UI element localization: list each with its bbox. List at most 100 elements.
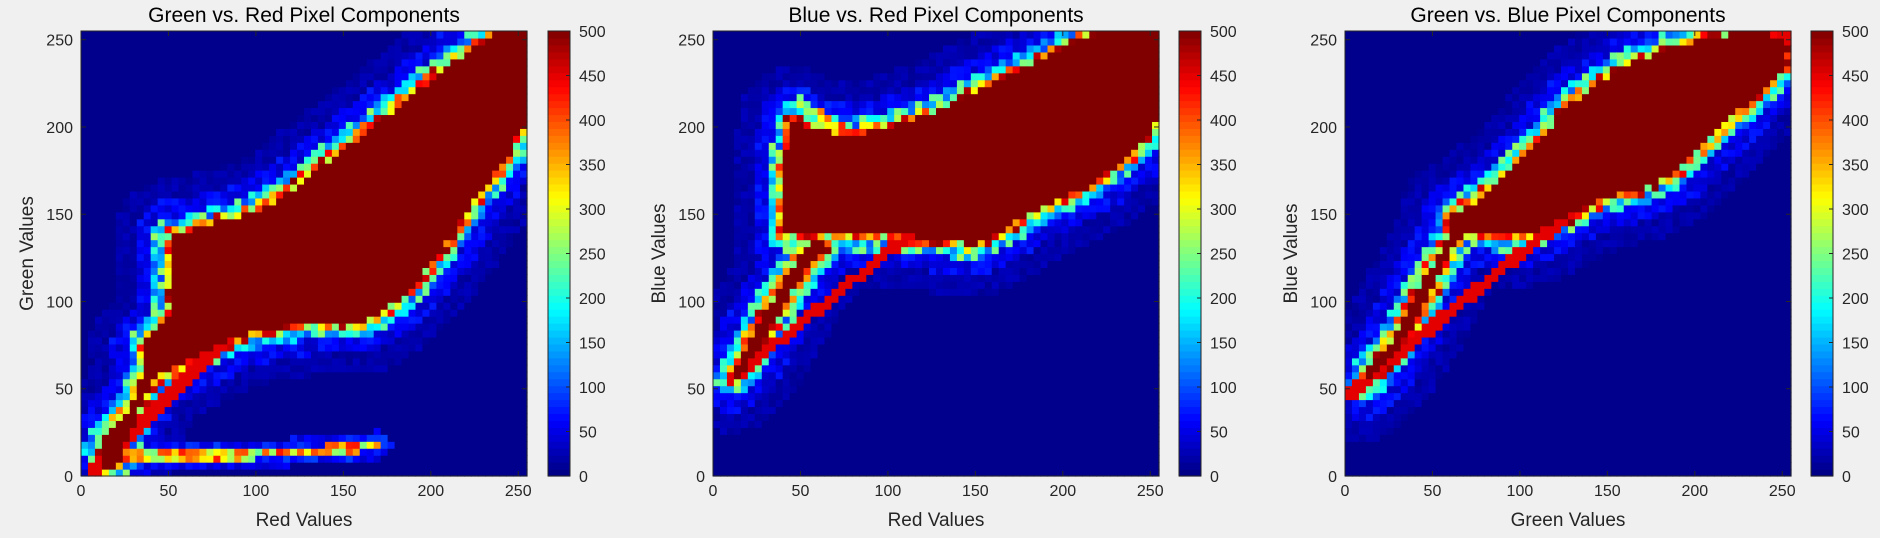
heatmap-cell (310, 142, 319, 150)
heatmap-cell (192, 427, 201, 435)
heatmap-cell (733, 343, 742, 352)
heatmap-cell (422, 371, 431, 380)
heatmap-cell (178, 93, 187, 102)
heatmap-cell (373, 406, 382, 415)
heatmap-cell (387, 218, 396, 227)
heatmap-cell (415, 58, 424, 67)
heatmap-cell (401, 274, 410, 282)
heatmap-cell (359, 218, 368, 227)
heatmap-cell (450, 183, 458, 192)
heatmap-cell (283, 31, 291, 39)
heatmap-cell (331, 406, 340, 415)
heatmap-cell (94, 274, 103, 282)
heatmap-cell (775, 135, 784, 143)
heatmap-cell (373, 128, 382, 136)
heatmap-cell (324, 37, 333, 46)
heatmap-cell (185, 197, 194, 206)
heatmap-cell (206, 183, 215, 192)
heatmap-cell (719, 427, 728, 435)
heatmap-cell (422, 44, 431, 53)
colorbar-segment (548, 107, 570, 116)
heatmap-cell (740, 260, 749, 268)
heatmap-cell (276, 274, 284, 282)
heatmap-cell (283, 469, 291, 477)
heatmap-cell (726, 448, 735, 456)
heatmap-cell (457, 455, 465, 463)
heatmap-cell (87, 225, 96, 234)
heatmap-cell (726, 274, 735, 282)
heatmap-cell (464, 65, 472, 74)
heatmap-cell (317, 232, 326, 241)
heatmap-cell (408, 253, 417, 262)
heatmap-cell (227, 211, 235, 220)
heatmap-cell (248, 441, 256, 449)
heatmap-cell (761, 100, 770, 109)
heatmap-cell (136, 371, 145, 380)
heatmap-cell (136, 232, 145, 241)
heatmap-cell (164, 302, 173, 310)
heatmap-cell (471, 350, 479, 359)
heatmap-cell (276, 364, 284, 373)
heatmap-cell (94, 371, 103, 380)
heatmap-cell (394, 455, 403, 463)
heatmap-cell (185, 65, 194, 74)
heatmap-cell (304, 253, 312, 262)
heatmap-cell (283, 51, 291, 60)
heatmap-cell (719, 462, 728, 470)
heatmap-cell (380, 58, 389, 67)
heatmap-cell (283, 420, 291, 428)
heatmap-cell (81, 406, 89, 415)
heatmap-cell (304, 114, 312, 122)
heatmap-cell (492, 350, 500, 359)
heatmap-cell (87, 232, 96, 241)
heatmap-cell (366, 462, 375, 470)
heatmap-cell (227, 163, 235, 171)
heatmap-cell (164, 149, 173, 157)
heatmap-cell (782, 329, 791, 338)
heatmap-cell (269, 253, 277, 262)
heatmap-cell (157, 455, 166, 463)
heatmap-cell (290, 392, 298, 401)
heatmap-cell (290, 204, 298, 213)
heatmap-cell (290, 135, 298, 143)
heatmap-cell (782, 399, 791, 408)
heatmap-cell (157, 378, 166, 387)
heatmap-cell (768, 239, 777, 248)
heatmap-cell (317, 274, 326, 282)
heatmap-cell (213, 323, 221, 331)
colorbar-segment (548, 114, 570, 122)
heatmap-cell (324, 413, 333, 421)
heatmap-cell (373, 469, 382, 477)
heatmap-cell (740, 309, 749, 317)
heatmap-cell (331, 183, 340, 192)
heatmap-cell (262, 86, 270, 95)
heatmap-cell (359, 357, 368, 366)
heatmap-cell (450, 441, 458, 449)
heatmap-cell (373, 295, 382, 303)
heatmap-cell (373, 371, 382, 380)
heatmap-cell (213, 114, 221, 122)
heatmap-cell (129, 177, 138, 185)
heatmap-cell (227, 462, 235, 470)
heatmap-cell (359, 336, 368, 345)
heatmap-cell (352, 343, 361, 352)
heatmap-cell (297, 316, 305, 324)
heatmap-cell (220, 107, 228, 116)
heatmap-cell (108, 114, 117, 122)
heatmap-cell (408, 170, 417, 178)
heatmap-cell (115, 448, 124, 456)
heatmap-cell (310, 121, 319, 129)
heatmap-cell (115, 170, 124, 178)
heatmap-cell (457, 420, 465, 428)
heatmap-cell (241, 121, 249, 129)
heatmap-cell (457, 434, 465, 442)
heatmap-cell (129, 239, 138, 248)
heatmap-cell (373, 274, 382, 282)
heatmap-cell (345, 309, 354, 317)
heatmap-cell (255, 399, 263, 408)
heatmap-cell (185, 121, 194, 129)
heatmap-cell (373, 350, 382, 359)
heatmap-cell (262, 462, 270, 470)
heatmap-cell (192, 44, 201, 53)
heatmap-cell (359, 31, 368, 39)
